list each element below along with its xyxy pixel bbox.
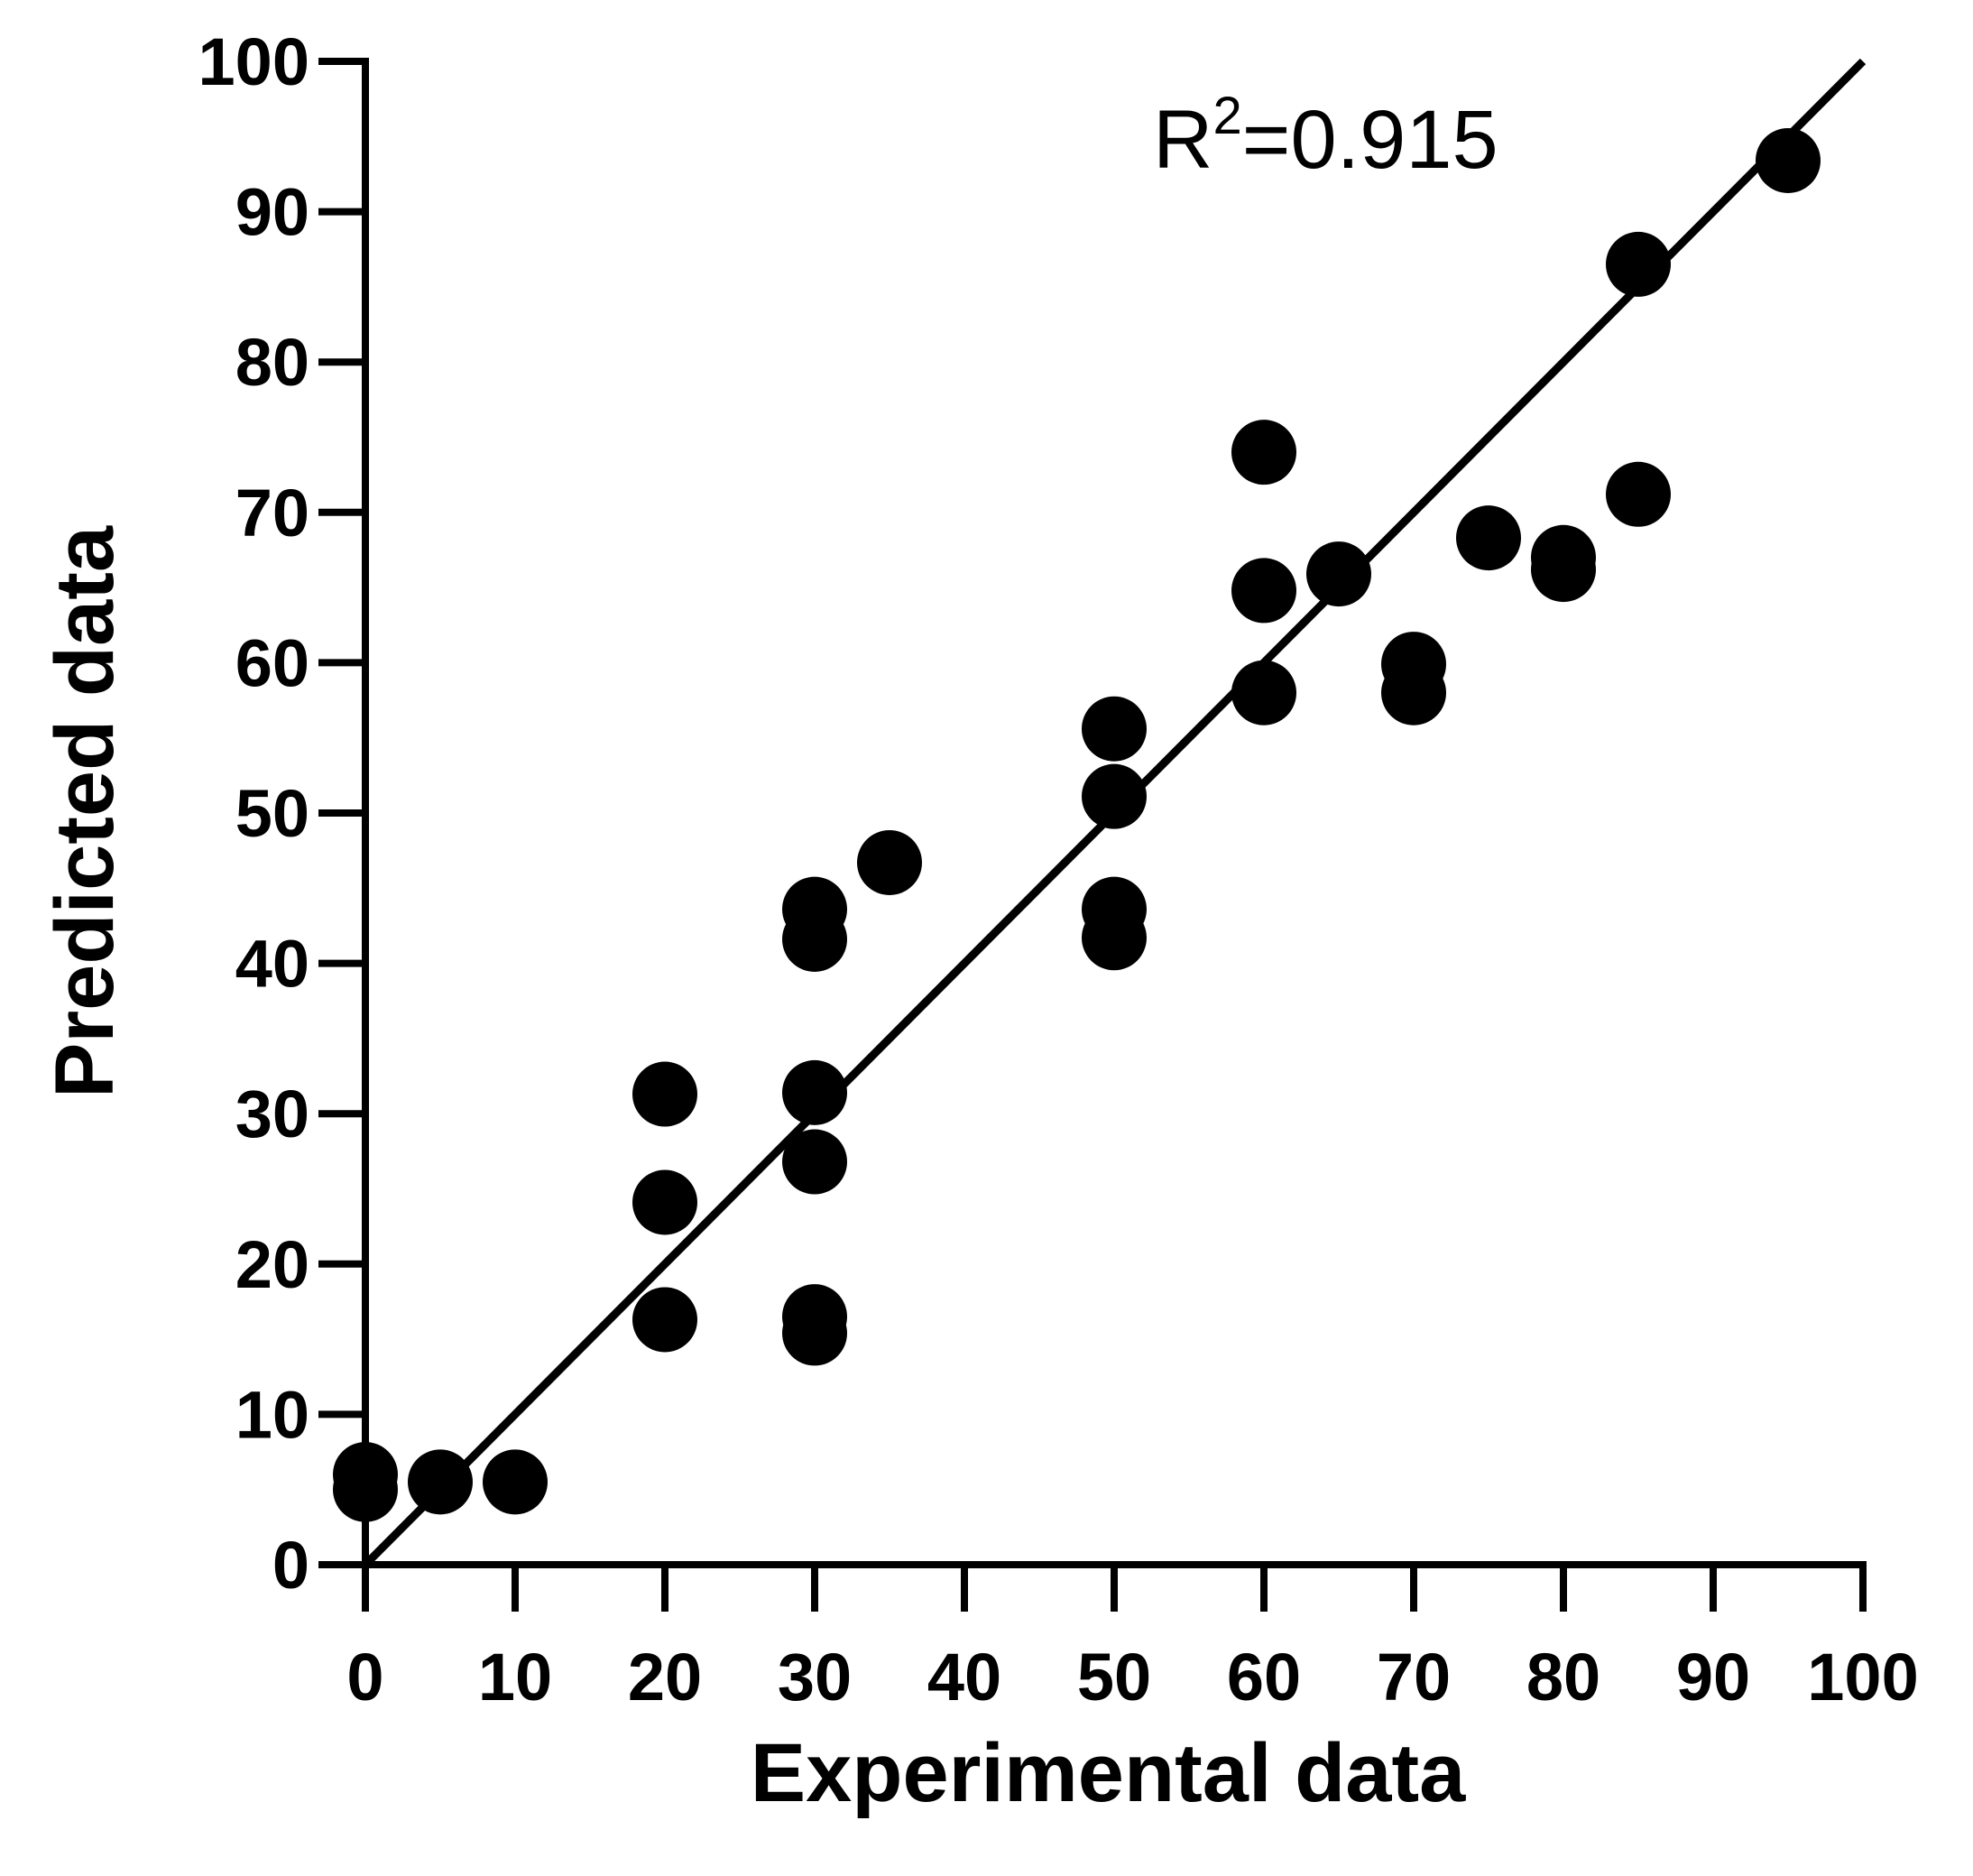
y-axis-title: Predicted data xyxy=(39,525,131,1098)
svg-text:R2=0.915: R2=0.915 xyxy=(1153,87,1498,186)
x-tick-label: 10 xyxy=(478,1640,552,1714)
x-tick-label: 0 xyxy=(346,1640,383,1714)
y-tick-label: 20 xyxy=(235,1227,309,1302)
y-tick-label: 70 xyxy=(235,476,309,550)
x-tick-label: 40 xyxy=(927,1640,1001,1714)
data-point xyxy=(1756,127,1821,193)
y-tick-label: 10 xyxy=(235,1377,309,1452)
data-point xyxy=(1306,541,1371,607)
y-tick-label: 30 xyxy=(235,1077,309,1151)
data-point xyxy=(1231,660,1296,725)
data-point xyxy=(782,1284,847,1350)
data-point xyxy=(782,1129,847,1195)
axes-layer xyxy=(362,58,1867,1568)
data-point xyxy=(632,1287,697,1353)
y-tick-label: 90 xyxy=(235,175,309,250)
points-layer xyxy=(333,127,1821,1522)
y-tick-label: 40 xyxy=(235,927,309,1002)
r-squared-value: =0.915 xyxy=(1242,94,1498,186)
data-point xyxy=(857,829,922,895)
y-tick-label: 100 xyxy=(198,24,309,99)
x-tick-label: 70 xyxy=(1377,1640,1451,1714)
data-point xyxy=(1456,505,1521,571)
data-point xyxy=(1231,420,1296,485)
x-tick-label: 20 xyxy=(628,1640,702,1714)
data-point xyxy=(408,1449,473,1515)
x-tick-label: 60 xyxy=(1227,1640,1301,1714)
x-tick-label: 30 xyxy=(778,1640,852,1714)
r-squared-superscript: 2 xyxy=(1212,87,1241,145)
y-tick-label: 80 xyxy=(235,325,309,400)
data-point xyxy=(782,1059,847,1125)
y-tick-label: 0 xyxy=(272,1528,309,1603)
data-point xyxy=(782,876,847,942)
data-point xyxy=(1606,231,1671,297)
x-tick-label: 50 xyxy=(1077,1640,1151,1714)
data-point xyxy=(1606,461,1671,527)
data-point xyxy=(1082,696,1147,762)
x-tick-label: 90 xyxy=(1676,1640,1750,1714)
data-point xyxy=(1531,524,1596,590)
ticks-layer: 0 10 20 30 40 50 60 70 80 90 100 0 10 20 30 40 50 60 70 80 9… xyxy=(198,24,1919,1714)
y-tick-label: 50 xyxy=(235,776,309,851)
data-point xyxy=(632,1169,697,1235)
data-point xyxy=(1231,558,1296,624)
y-tick-label: 60 xyxy=(235,625,309,700)
x-tick-label: 80 xyxy=(1526,1640,1600,1714)
data-point xyxy=(1381,632,1446,698)
r-squared-annotation: R2=0.915 xyxy=(1153,87,1498,186)
data-point xyxy=(1082,763,1147,829)
r-squared-base: R xyxy=(1153,94,1212,186)
x-axis-title: Experimental data xyxy=(751,1727,1466,1819)
data-point xyxy=(483,1449,548,1515)
data-point xyxy=(1082,876,1147,942)
data-point xyxy=(632,1061,697,1127)
x-tick-label: 100 xyxy=(1807,1640,1918,1714)
